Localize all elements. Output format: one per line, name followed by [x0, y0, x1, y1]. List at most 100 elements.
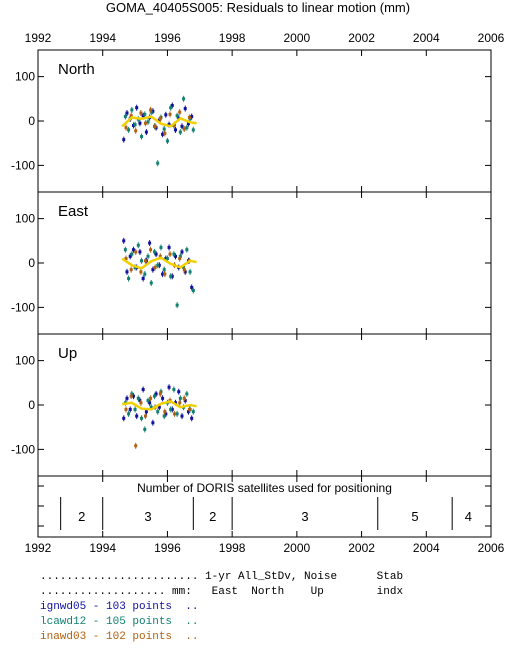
data-point: [157, 263, 161, 267]
panel-frame: [37, 333, 492, 477]
data-point: [180, 250, 184, 254]
data-point: [190, 285, 194, 289]
data-point: [151, 421, 155, 425]
data-point: [143, 112, 147, 116]
data-point: [151, 109, 155, 113]
data-point: [167, 123, 171, 127]
y-tick-label: 100: [15, 212, 35, 226]
data-point: [157, 405, 161, 409]
data-point: [149, 248, 153, 252]
data-point: [186, 122, 190, 126]
data-point: [146, 254, 150, 258]
data-point: [173, 412, 177, 416]
satellite-count-label: 3: [144, 509, 151, 524]
mean-curve: [121, 115, 197, 128]
data-point: [149, 110, 153, 114]
data-point: [164, 257, 168, 261]
data-point: [158, 254, 162, 258]
data-point: [178, 130, 182, 134]
satellite-count-label: 2: [209, 509, 216, 524]
data-point: [174, 401, 178, 405]
data-point: [156, 263, 160, 267]
data-point: [170, 407, 174, 411]
data-point: [143, 414, 147, 418]
data-point: [169, 407, 173, 411]
data-point: [190, 416, 194, 420]
data-point: [138, 399, 142, 403]
data-point: [165, 139, 169, 143]
y-tick-label: 100: [15, 70, 35, 84]
data-point: [136, 396, 140, 400]
data-point: [134, 129, 138, 133]
data-point: [162, 268, 166, 272]
data-point: [139, 111, 143, 115]
data-point: [134, 250, 138, 254]
data-point: [156, 410, 160, 414]
data-point: [154, 392, 158, 396]
y-tick-label: 0: [28, 398, 35, 412]
data-point: [182, 268, 186, 272]
data-point: [125, 111, 129, 115]
satellite-count-label: 5: [411, 509, 418, 524]
data-point: [139, 270, 143, 274]
panel-frame: [37, 191, 492, 335]
data-point: [131, 123, 135, 127]
x-tick-label-bottom: 2004: [413, 541, 440, 555]
data-point: [141, 114, 145, 118]
data-point: [191, 410, 195, 414]
data-point: [124, 257, 128, 261]
data-point: [140, 259, 144, 263]
data-point: [158, 392, 162, 396]
x-tick-label-top: 1992: [25, 31, 52, 45]
data-point: [144, 410, 148, 414]
data-point: [182, 127, 186, 131]
x-tick-label-bottom: 2006: [478, 541, 505, 555]
data-point: [124, 126, 128, 130]
data-point: [161, 132, 165, 136]
data-point: [190, 115, 194, 119]
data-point: [129, 268, 133, 272]
data-point: [128, 407, 132, 411]
satellite-panel-title: Number of DORIS satellites used for posi…: [137, 481, 392, 495]
x-tick-label-bottom: 1996: [154, 541, 181, 555]
data-point: [140, 416, 144, 420]
data-point: [138, 121, 142, 125]
data-point: [148, 241, 152, 245]
data-point: [125, 270, 129, 274]
data-point: [180, 124, 184, 128]
data-point: [182, 97, 186, 101]
data-point: [162, 414, 166, 418]
x-tick-label-top: 2006: [478, 31, 505, 45]
data-point: [144, 130, 148, 134]
data-point: [164, 412, 168, 416]
legend-header-units: ................... mm: East North Up in…: [40, 586, 404, 598]
data-point: [133, 123, 137, 127]
data-point: [133, 407, 137, 411]
data-point: [146, 399, 150, 403]
legend-row-lcawd12: lcawd12 - 105 points ..: [40, 616, 199, 628]
data-point: [123, 248, 127, 252]
data-point: [159, 245, 163, 249]
data-point: [143, 259, 147, 263]
data-point: [134, 444, 138, 448]
data-point: [191, 289, 195, 293]
x-tick-label-top: 2000: [284, 31, 311, 45]
data-point: [167, 245, 171, 249]
mean-curve: [121, 256, 197, 270]
data-point: [183, 399, 187, 403]
legend-header-stats: ........................ 1-yr All_StDv, …: [40, 571, 404, 583]
data-point: [163, 410, 167, 414]
data-point: [164, 113, 168, 117]
data-point: [175, 412, 179, 416]
legend: ........................ 1-yr All_StDv, …: [40, 570, 403, 645]
data-point: [186, 410, 190, 414]
data-point: [149, 396, 153, 400]
data-point: [135, 106, 139, 110]
data-point: [178, 396, 182, 400]
y-tick-label: -100: [11, 300, 35, 314]
x-tick-label-top: 1998: [219, 31, 246, 45]
satellite-count-label: 2: [78, 509, 85, 524]
data-point: [185, 126, 189, 130]
data-point: [174, 254, 178, 258]
legend-row-inawd03: inawd03 - 102 points ..: [40, 631, 199, 643]
